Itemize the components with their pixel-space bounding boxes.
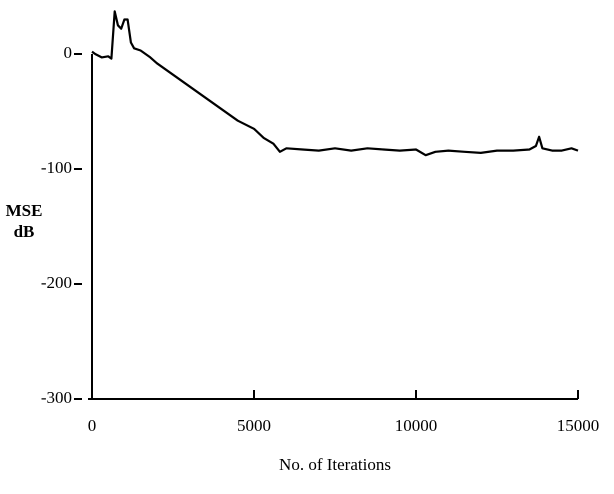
x-axis-label: No. of Iterations bbox=[279, 455, 391, 474]
x-tick-label: 15000 bbox=[557, 416, 600, 435]
x-tick-label: 5000 bbox=[237, 416, 271, 435]
data-line bbox=[91, 10, 579, 157]
y-tick-label: -300 bbox=[41, 388, 72, 407]
y-tick-label: -100 bbox=[41, 158, 72, 177]
y-tick-label: -200 bbox=[41, 273, 72, 292]
y-axis-label: MSE bbox=[6, 201, 43, 220]
y-tick-label: 0 bbox=[64, 43, 73, 62]
x-tick-label: 10000 bbox=[395, 416, 438, 435]
x-tick-label: 0 bbox=[88, 416, 97, 435]
y-axis-label: dB bbox=[14, 222, 35, 241]
